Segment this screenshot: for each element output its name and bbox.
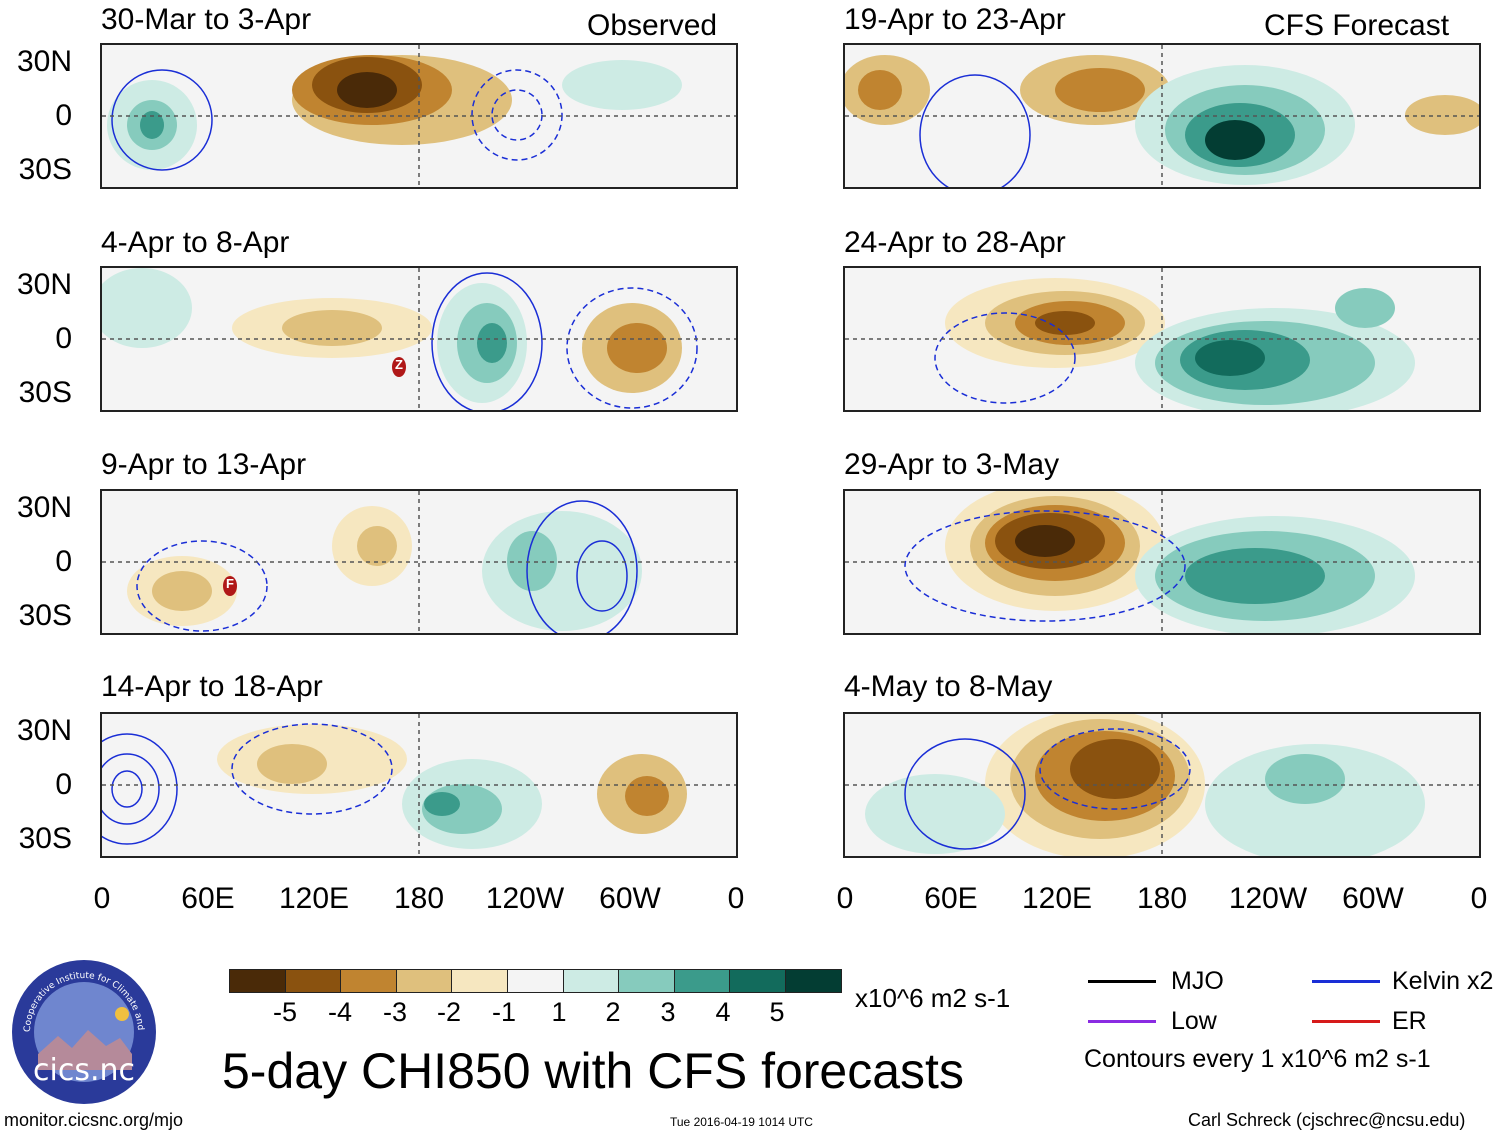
xtick-60e: 60E	[181, 882, 235, 915]
ytick-30s: 30S	[18, 599, 72, 632]
storm-label-f: F	[226, 576, 234, 591]
panel-title-observed-3: 9-Apr to 13-Apr	[101, 448, 307, 481]
legend-label-er: ER	[1392, 1007, 1427, 1035]
observed-header: Observed	[587, 9, 718, 42]
legend-label-low: Low	[1171, 1007, 1217, 1035]
panel-title-observed-4: 14-Apr to 18-Apr	[101, 670, 323, 703]
colorbar-swatch	[730, 970, 786, 992]
colorbar-label: 4	[715, 997, 731, 1027]
footer-url: monitor.cicsnc.org/mjo	[4, 1110, 184, 1130]
xtick-0: 0	[1470, 882, 1488, 915]
legend-line-low	[1088, 1020, 1156, 1023]
map-panel-forecast-3	[843, 489, 1481, 635]
colorbar-swatch	[396, 970, 453, 992]
xtick-60w: 60W	[1342, 882, 1404, 915]
colorbar-label: -1	[491, 997, 516, 1027]
legend-note: Contours every 1 x10^6 m2 s-1	[1084, 1045, 1431, 1073]
ytick-eq: 0	[55, 322, 72, 355]
map-panel-observed-1	[100, 43, 738, 189]
colorbar-swatch	[674, 970, 731, 992]
colorbar-swatch	[785, 970, 841, 992]
xtick-180: 180	[393, 882, 445, 915]
panel-title-observed-1: 30-Mar to 3-Apr	[101, 3, 312, 36]
cfs-forecast-header: CFS Forecast	[1264, 9, 1450, 42]
panel-title-forecast-3: 29-Apr to 3-May	[844, 448, 1060, 481]
cics-logo: Cooperative Institute for Climate and Sa…	[7, 951, 158, 1106]
map-panel-observed-3: F	[100, 489, 738, 635]
colorbar-label: 1	[551, 997, 567, 1027]
map-panel-forecast-1	[843, 43, 1481, 189]
ytick-30n: 30N	[16, 45, 72, 78]
colorbar-label: -5	[272, 997, 297, 1027]
ytick-30s: 30S	[18, 822, 72, 855]
colorbar-swatch	[563, 970, 620, 992]
map-panel-observed-2: Z	[100, 266, 738, 412]
ytick-30n: 30N	[16, 491, 72, 524]
legend-line-kelvin	[1312, 980, 1380, 983]
legend-label-mjo: MJO	[1171, 967, 1224, 995]
ytick-eq: 0	[55, 545, 72, 578]
colorbar-swatch	[230, 970, 286, 992]
ytick-eq: 0	[55, 768, 72, 801]
colorbar-units: x10^6 m2 s-1	[855, 983, 1011, 1013]
legend-line-mjo	[1088, 980, 1156, 983]
ytick-eq: 0	[55, 99, 72, 132]
ytick-30n: 30N	[16, 268, 72, 301]
ytick-30s: 30S	[18, 153, 72, 186]
xtick-0: 0	[727, 882, 745, 915]
xtick-120e: 120E	[1021, 882, 1093, 915]
xtick-0: 0	[93, 882, 111, 915]
xtick-120w: 120W	[485, 882, 565, 915]
xtick-60e: 60E	[924, 882, 978, 915]
colorbar-label: -2	[436, 997, 461, 1027]
colorbar-swatch	[285, 970, 342, 992]
map-panel-forecast-4	[843, 712, 1481, 858]
map-panel-forecast-2	[843, 266, 1481, 412]
footer-author: Carl Schreck (cjschrec@ncsu.edu)	[1188, 1110, 1466, 1130]
colorbar-label: 5	[769, 997, 785, 1027]
colorbar-label: 3	[660, 997, 676, 1027]
colorbar-label: -4	[327, 997, 352, 1027]
colorbar-label: -3	[382, 997, 407, 1027]
ytick-30s: 30S	[18, 376, 72, 409]
xtick-180: 180	[1136, 882, 1188, 915]
footer-timestamp: Tue 2016-04-19 1014 UTC	[670, 1115, 813, 1129]
colorbar-swatch	[452, 970, 508, 992]
xtick-120w: 120W	[1228, 882, 1308, 915]
panel-title-forecast-1: 19-Apr to 23-Apr	[844, 3, 1066, 36]
colorbar	[229, 969, 842, 993]
colorbar-swatch	[507, 970, 564, 992]
map-panel-observed-4	[100, 712, 738, 858]
colorbar-swatch	[619, 970, 675, 992]
storm-label-z: Z	[395, 357, 403, 372]
colorbar-label: 2	[605, 997, 621, 1027]
logo-text: cics.nc	[33, 1053, 135, 1088]
legend-line-er	[1312, 1020, 1380, 1023]
panel-title-observed-2: 4-Apr to 8-Apr	[101, 226, 290, 259]
legend-label-kelvin: Kelvin x2	[1392, 967, 1494, 995]
colorbar-swatch	[341, 970, 397, 992]
xtick-0: 0	[836, 882, 854, 915]
main-title: 5-day CHI850 with CFS forecasts	[222, 1043, 964, 1099]
xtick-120e: 120E	[278, 882, 350, 915]
panel-title-forecast-4: 4-May to 8-May	[844, 670, 1053, 703]
panel-title-forecast-2: 24-Apr to 28-Apr	[844, 226, 1066, 259]
ytick-30n: 30N	[16, 714, 72, 747]
xtick-60w: 60W	[599, 882, 661, 915]
